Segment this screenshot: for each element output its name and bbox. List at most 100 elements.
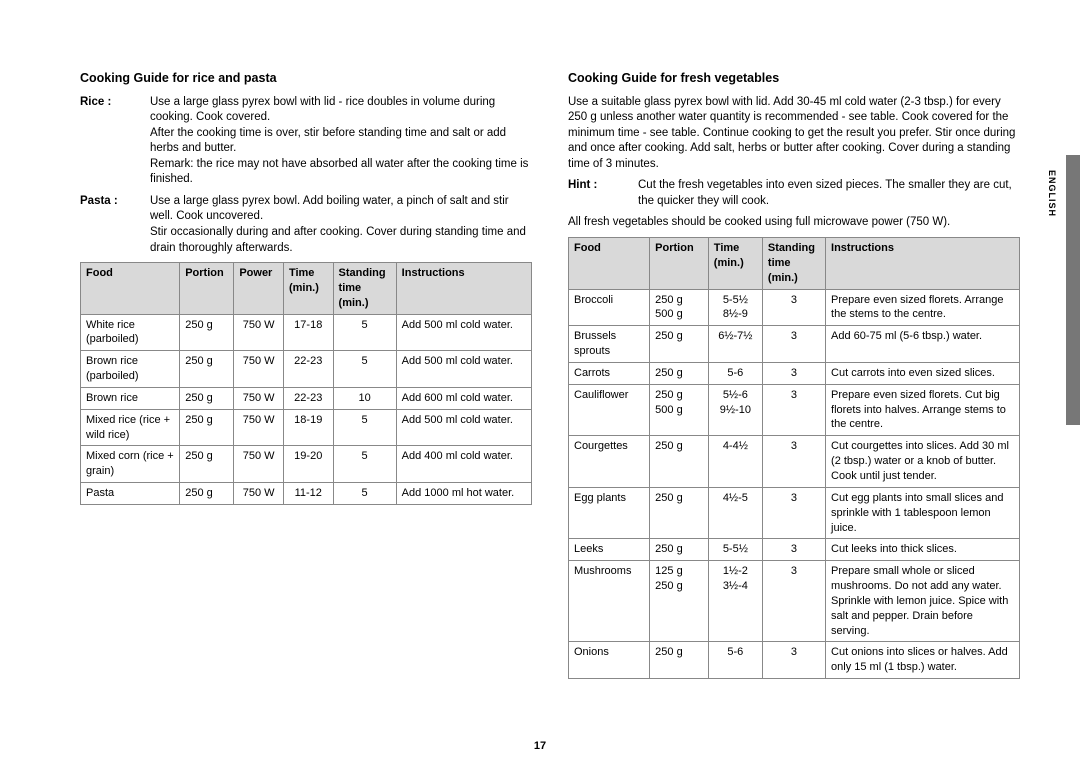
table-cell: 250 g: [180, 387, 234, 409]
table-cell: 250 g: [650, 642, 709, 679]
table-cell: Add 1000 ml hot water.: [396, 483, 531, 505]
table-cell: Cauliflower: [569, 384, 650, 436]
table-cell: 3: [762, 289, 825, 326]
table-cell: 10: [333, 387, 396, 409]
table-cell: Mushrooms: [569, 561, 650, 642]
table-cell: Prepare even sized florets. Cut big flor…: [826, 384, 1020, 436]
table-cell: 250 g 500 g: [650, 384, 709, 436]
veg-para: Use a suitable glass pyrex bowl with lid…: [568, 95, 1020, 173]
table-cell: 250 g: [180, 351, 234, 388]
table-row: Carrots250 g5-63Cut carrots into even si…: [569, 362, 1020, 384]
pasta-intro: Pasta : Use a large glass pyrex bowl. Ad…: [80, 194, 532, 256]
table-cell: 250 g: [650, 539, 709, 561]
table-cell: Add 500 ml cold water.: [396, 314, 531, 351]
table-cell: 5-5½ 8½-9: [708, 289, 762, 326]
table-header: Time(min.): [708, 238, 762, 290]
table-cell: 750 W: [234, 351, 284, 388]
table-cell: 750 W: [234, 483, 284, 505]
table-cell: 19-20: [283, 446, 333, 483]
table-row: Brown rice250 g750 W22-2310Add 600 ml co…: [81, 387, 532, 409]
pasta-text: Use a large glass pyrex bowl. Add boilin…: [150, 194, 532, 256]
table-cell: 4½-5: [708, 487, 762, 539]
table-cell: 1½-2 3½-4: [708, 561, 762, 642]
table-cell: 17-18: [283, 314, 333, 351]
table-cell: Add 400 ml cold water.: [396, 446, 531, 483]
rice-intro: Rice : Use a large glass pyrex bowl with…: [80, 95, 532, 188]
table-cell: 5: [333, 351, 396, 388]
table-row: Leeks250 g5-5½3Cut leeks into thick slic…: [569, 539, 1020, 561]
table-cell: 750 W: [234, 409, 284, 446]
table-cell: 5: [333, 446, 396, 483]
table-cell: Mixed rice (rice + wild rice): [81, 409, 180, 446]
table-cell: Prepare small whole or sliced mushrooms.…: [826, 561, 1020, 642]
table-cell: 11-12: [283, 483, 333, 505]
table-header: Instructions: [396, 263, 531, 315]
table-cell: Onions: [569, 642, 650, 679]
table-cell: 750 W: [234, 314, 284, 351]
table-cell: 5-6: [708, 362, 762, 384]
side-tab: [1066, 155, 1080, 425]
hint-text: Cut the fresh vegetables into even sized…: [638, 178, 1020, 209]
left-column: Cooking Guide for rice and pasta Rice : …: [80, 70, 532, 679]
table-header: Portion: [650, 238, 709, 290]
table-cell: Cut onions into slices or halves. Add on…: [826, 642, 1020, 679]
rice-pasta-table: FoodPortionPowerTime(min.)Standing time(…: [80, 262, 532, 505]
table-header: Food: [81, 263, 180, 315]
table-cell: Carrots: [569, 362, 650, 384]
table-cell: Cut courgettes into slices. Add 30 ml (2…: [826, 436, 1020, 488]
table-cell: Add 500 ml cold water.: [396, 351, 531, 388]
table-cell: 3: [762, 539, 825, 561]
table-cell: Cut leeks into thick slices.: [826, 539, 1020, 561]
table-row: Mixed rice (rice + wild rice)250 g750 W1…: [81, 409, 532, 446]
table-cell: 3: [762, 436, 825, 488]
table-cell: Cut carrots into even sized slices.: [826, 362, 1020, 384]
side-language-label: ENGLISH: [1046, 170, 1058, 217]
table-cell: 250 g: [650, 436, 709, 488]
table-cell: 3: [762, 487, 825, 539]
table-row: Egg plants250 g4½-53Cut egg plants into …: [569, 487, 1020, 539]
table-cell: 250 g: [650, 326, 709, 363]
table-cell: 3: [762, 642, 825, 679]
table-cell: 250 g: [180, 446, 234, 483]
table-cell: 5: [333, 314, 396, 351]
table-cell: Pasta: [81, 483, 180, 505]
veg-note: All fresh vegetables should be cooked us…: [568, 215, 1020, 231]
table-cell: Mixed corn (rice + grain): [81, 446, 180, 483]
table-cell: 5: [333, 409, 396, 446]
table-header: Power: [234, 263, 284, 315]
hint-intro: Hint : Cut the fresh vegetables into eve…: [568, 178, 1020, 209]
table-cell: White rice (parboiled): [81, 314, 180, 351]
table-row: White rice (parboiled)250 g750 W17-185Ad…: [81, 314, 532, 351]
table-row: Onions250 g5-63Cut onions into slices or…: [569, 642, 1020, 679]
table-cell: Broccoli: [569, 289, 650, 326]
table-row: Mixed corn (rice + grain)250 g750 W19-20…: [81, 446, 532, 483]
table-cell: 3: [762, 561, 825, 642]
page-number: 17: [534, 739, 546, 754]
table-cell: 250 g: [180, 409, 234, 446]
table-cell: 250 g: [650, 487, 709, 539]
table-cell: 250 g: [180, 314, 234, 351]
table-cell: 125 g 250 g: [650, 561, 709, 642]
table-cell: 4-4½: [708, 436, 762, 488]
table-row: Courgettes250 g4-4½3Cut courgettes into …: [569, 436, 1020, 488]
table-cell: 6½-7½: [708, 326, 762, 363]
right-heading: Cooking Guide for fresh vegetables: [568, 70, 1020, 87]
table-row: Pasta250 g750 W11-125Add 1000 ml hot wat…: [81, 483, 532, 505]
table-cell: 750 W: [234, 446, 284, 483]
table-cell: 5-5½: [708, 539, 762, 561]
table-cell: 3: [762, 362, 825, 384]
table-cell: 18-19: [283, 409, 333, 446]
table-header: Standing time(min.): [762, 238, 825, 290]
table-cell: 5½-6 9½-10: [708, 384, 762, 436]
table-header: Portion: [180, 263, 234, 315]
table-cell: Add 500 ml cold water.: [396, 409, 531, 446]
pasta-label: Pasta :: [80, 194, 150, 256]
left-heading: Cooking Guide for rice and pasta: [80, 70, 532, 87]
veg-table: FoodPortionTime(min.)Standing time(min.)…: [568, 237, 1020, 679]
table-cell: Brussels sprouts: [569, 326, 650, 363]
table-header: Instructions: [826, 238, 1020, 290]
table-cell: 22-23: [283, 387, 333, 409]
right-column: Cooking Guide for fresh vegetables Use a…: [568, 70, 1020, 679]
rice-label: Rice :: [80, 95, 150, 188]
table-cell: Prepare even sized florets. Arrange the …: [826, 289, 1020, 326]
